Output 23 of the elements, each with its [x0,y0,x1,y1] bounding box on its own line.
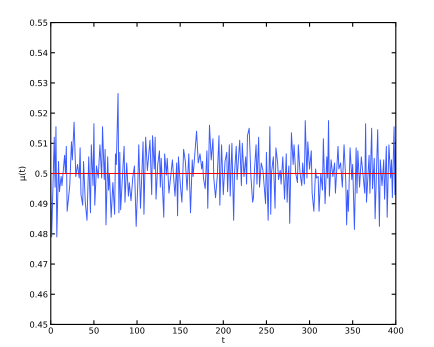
y-tick-label: 0.5 [35,170,48,177]
x-tick-label: 100 [130,327,144,334]
y-axis-title: μ(t) [18,166,27,180]
x-axis-title: t [222,337,225,344]
y-tick-label: 0.53 [30,80,48,86]
y-tick-label: 0.51 [30,140,48,147]
x-tick-label: 350 [345,327,360,334]
y-tick-label: 0.45 [30,321,48,328]
x-tick-label: 150 [173,327,188,334]
x-tick-label: 250 [259,327,274,334]
x-tick-label: 0 [48,327,53,334]
y-tick-label: 0.55 [30,20,48,26]
x-tick-label: 50 [89,327,99,334]
x-tick-label: 300 [302,327,317,334]
y-tick-label: 0.52 [30,110,48,116]
line-series [50,93,396,238]
x-tick-label: 400 [388,327,404,334]
y-tick-label: 0.54 [30,50,48,56]
y-tick-label: 0.46 [30,291,48,298]
y-tick-label: 0.49 [30,200,48,207]
y-tick-label: 0.47 [30,261,48,268]
y-tick-label: 0.48 [30,230,48,238]
x-tick-label: 200 [216,327,231,334]
